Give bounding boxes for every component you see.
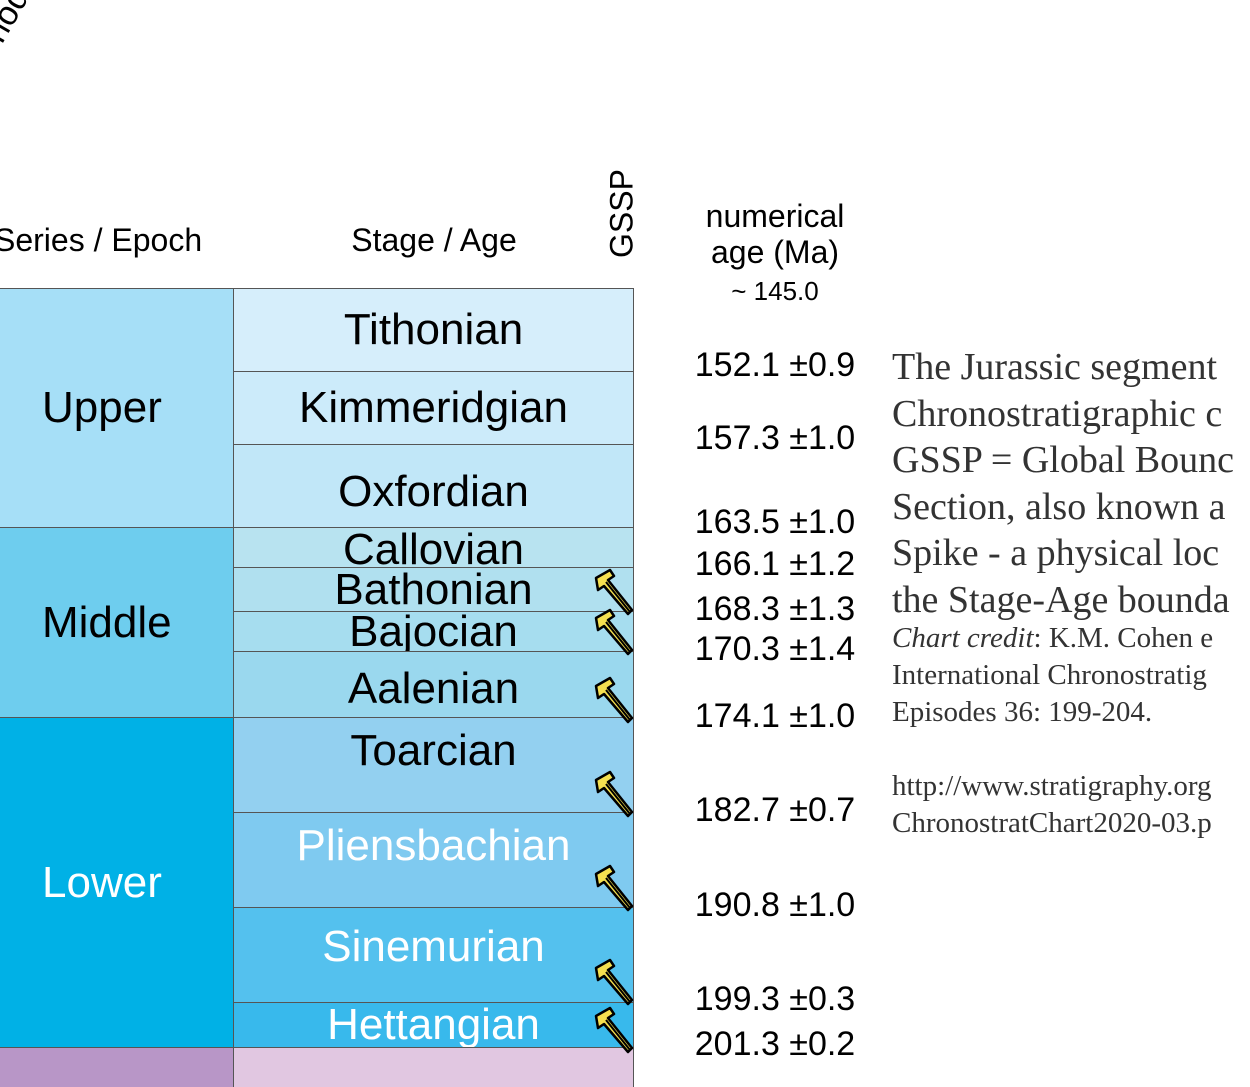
stage-label: Callovian	[343, 524, 524, 574]
description-text: The Jurassic segment Chronostratigraphic…	[892, 344, 1234, 623]
credit-rest: : K.M. Cohen e	[1033, 622, 1214, 654]
numerical-age-header-line2: age (Ma)	[710, 234, 840, 270]
top-age: ~ 145.0	[731, 276, 819, 306]
gssp-spike-icon	[594, 958, 634, 1006]
stage-label: Toarcian	[350, 726, 517, 775]
credit-line: International Chronostratig	[892, 659, 1207, 691]
note-line: GSSP = Global Bounc	[892, 439, 1234, 481]
stage-cell-tithonian: Tithonian	[234, 288, 634, 371]
stage-cell-oxfordian: Oxfordian	[234, 444, 634, 527]
boundary-age: 168.3 ±1.3	[694, 590, 856, 628]
stage-cell-kimmeridgian: Kimmeridgian	[234, 371, 634, 444]
boundary-age: 170.3 ±1.4	[694, 630, 856, 668]
next-period-stage-cell	[234, 1047, 634, 1087]
stage-cell-toarcian: Toarcian	[234, 717, 634, 812]
numerical-age-header: numerical age (Ma)	[660, 198, 890, 270]
series-header: Series / Epoch	[0, 222, 203, 258]
credit-label: Chart credit	[892, 622, 1034, 654]
boundary-age: 199.3 ±0.3	[694, 980, 856, 1018]
note-line: Section, also known a	[892, 485, 1226, 528]
boundary-age: 152.1 ±0.9	[694, 346, 856, 384]
stage-label: Aalenian	[347, 663, 520, 713]
jurassic-chart-table: Upper Middle Lower Tithonian Kimmeridgian Oxf…	[0, 288, 634, 1087]
note-line: Chronostratigraphic c	[892, 392, 1223, 435]
stage-cell-callovian: Callovian	[234, 525, 634, 574]
stage-label: Bathonian	[334, 564, 533, 614]
stage-label: Bajocian	[349, 606, 518, 656]
stage-label: Oxfordian	[338, 467, 529, 516]
stage-label: Kimmeridgian	[299, 383, 568, 432]
stage-cell-pliensbachian: Pliensbachian	[234, 812, 634, 907]
boundary-age: 190.8 ±1.0	[694, 886, 856, 924]
stage-label: Tithonian	[343, 305, 524, 354]
boundary-age: 174.1 ±1.0	[694, 697, 856, 735]
stage-cell-bajocian: Bajocian	[234, 607, 634, 656]
stage-cell-bathonian: Bathonian	[234, 565, 634, 614]
stage-cell-aalenian: Aalenian	[234, 651, 634, 717]
stage-cell-hettangian: Hettangian	[234, 1000, 634, 1049]
stage-label: Hettangian	[327, 1000, 540, 1049]
note-line: Spike - a physical loc	[892, 532, 1220, 574]
series-cell-middle: Middle	[0, 527, 234, 717]
url-line[interactable]: ChronostratChart2020-03.p	[892, 807, 1212, 839]
next-period-series-cell	[0, 1047, 234, 1087]
credit-text: Chart credit: K.M. Cohen e International…	[892, 620, 1213, 731]
stage-label: Sinemurian	[322, 922, 545, 971]
stage-label: Pliensbachian	[296, 821, 571, 870]
stage-header: Stage / Age	[351, 222, 517, 258]
note-line: The Jurassic segment	[892, 346, 1218, 388]
boundary-age: 166.1 ±1.2	[694, 545, 856, 583]
stage-cell-sinemurian: Sinemurian	[234, 907, 634, 1002]
series-cell-lower: Lower	[0, 717, 234, 1047]
url-line[interactable]: http://www.stratigraphy.org	[892, 770, 1212, 802]
boundary-age: 182.7 ±0.7	[694, 791, 856, 829]
numerical-age-header-line1: numerical	[705, 198, 845, 234]
boundary-age: 157.3 ±1.0	[694, 419, 856, 457]
gssp-spike-icon	[594, 1006, 634, 1054]
boundary-age: 201.3 ±0.2	[694, 1025, 856, 1063]
boundary-age: 163.5 ±1.0	[694, 503, 856, 541]
gssp-spike-icon	[594, 864, 634, 912]
credit-line: Episodes 36: 199-204.	[892, 696, 1153, 728]
gssp-spike-icon	[594, 568, 634, 616]
note-line: the Stage-Age bounda	[892, 578, 1230, 621]
series-cell-upper: Upper	[0, 288, 234, 527]
gssp-spike-icon	[594, 608, 634, 656]
gssp-spike-icon	[594, 770, 634, 818]
credit-line: Chart credit: K.M. Cohen e	[892, 620, 1213, 657]
gssp-spike-icon	[594, 676, 634, 724]
url-text: http://www.stratigraphy.org ChronostratC…	[892, 768, 1212, 842]
